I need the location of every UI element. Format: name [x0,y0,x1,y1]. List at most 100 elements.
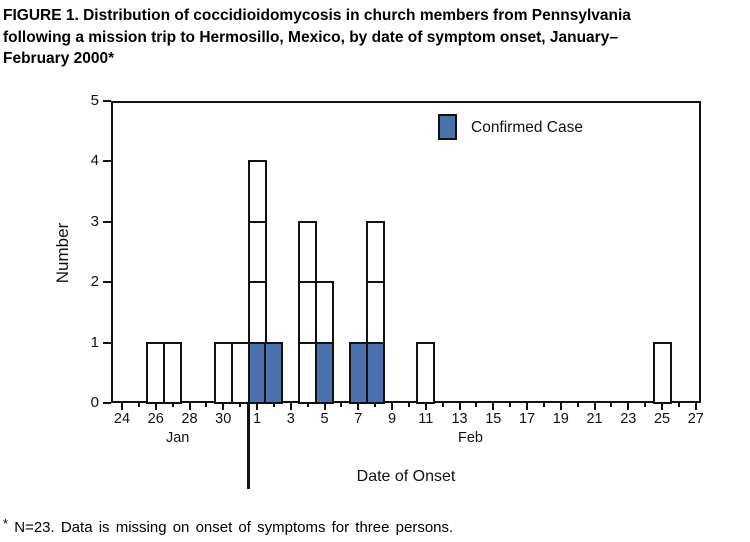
x-tick [576,403,579,407]
x-tick [407,403,410,407]
x-tick-label: 26 [147,411,164,427]
x-tick [340,403,343,407]
bar-column-feb-11 [416,341,436,404]
x-tick [323,403,326,410]
x-tick [542,403,545,407]
x-tick-label: 24 [113,411,131,427]
bar-cell-unconfirmed [165,343,181,402]
x-tick [492,403,495,410]
bar-cell-confirmed [249,341,265,403]
x-tick [509,403,512,407]
bar-cell-unconfirmed [300,281,316,342]
bar-cell-unconfirmed [215,343,231,402]
x-tick-label: 27 [687,411,704,427]
x-tick-label: 19 [552,411,569,427]
figure-title-line-2: following a mission trip to Hermosillo, … [3,28,618,46]
x-tick-label: 23 [620,411,637,427]
x-tick [374,403,377,407]
legend-confirmed-swatch [438,114,457,140]
x-tick [627,403,630,410]
bar-cell-confirmed [350,343,366,402]
x-tick [441,403,444,407]
x-axis-title: Date of Onset [356,468,456,485]
bar-cell-confirmed [266,343,282,402]
x-tick [137,403,140,407]
x-tick-label: 1 [252,411,262,427]
x-tick-label: 17 [518,411,536,427]
x-tick [661,403,664,410]
bar-column-feb-8 [365,220,385,404]
y-tick [103,100,111,102]
x-tick [644,403,647,407]
x-tick-label: 7 [354,411,363,427]
y-tick-label: 4 [90,152,99,170]
bar-column-jan-27 [163,341,183,404]
bar-cell-unconfirmed [249,162,265,221]
x-tick [272,403,275,407]
month-label-jan: Jan [165,430,190,446]
footnote-asterisk: * [3,516,9,531]
bar-column-feb-5 [315,281,335,404]
bar-cell-unconfirmed [654,343,670,402]
x-tick [391,403,394,410]
x-tick [205,403,208,407]
bar-cell-unconfirmed [232,343,248,402]
y-tick-label: 2 [90,273,99,291]
legend-confirmed-label: Confirmed Case [471,119,583,136]
bar-column-feb-25 [652,341,672,404]
y-tick-label: 0 [90,394,99,411]
bar-column-feb-1 [247,160,267,404]
x-tick-label: 21 [586,411,603,427]
bar-cell-confirmed [367,341,383,402]
x-tick [306,403,309,407]
bar-cell-unconfirmed [367,222,383,282]
month-label-feb: Feb [458,430,483,446]
month-separator-line [247,403,251,489]
x-tick-label: 30 [215,411,232,427]
plot-frame [111,101,701,403]
x-tick [357,403,360,410]
x-tick [458,403,461,410]
figure-title-line-3: February 2000* [3,50,115,67]
y-tick-label: 1 [90,333,99,351]
x-tick-label: 13 [451,411,468,427]
bar-cell-unconfirmed [148,343,164,402]
bar-column-feb-2 [264,341,284,404]
x-tick [121,403,123,410]
x-tick [154,403,157,410]
x-tick-label: 5 [320,411,329,427]
y-tick [103,220,111,223]
x-tick [694,403,697,410]
y-tick [103,160,111,163]
x-tick [171,403,174,407]
x-tick [593,403,596,410]
x-tick-label: 28 [181,411,198,427]
x-tick-label: 25 [653,411,671,427]
x-tick [475,403,478,407]
x-tick [239,403,242,407]
x-tick [526,403,529,410]
bar-cell-unconfirmed [300,222,316,282]
y-tick-label: 3 [90,212,99,230]
bar-cell-unconfirmed [317,283,333,342]
x-tick [256,403,259,410]
bar-cell-unconfirmed [367,281,383,342]
y-tick [103,402,111,404]
bar-cell-confirmed [317,341,333,402]
y-tick-label: 5 [90,92,99,109]
y-tick [103,341,111,344]
x-tick [677,403,680,407]
x-tick [222,403,225,410]
x-tick [424,403,427,410]
figure-title: FIGURE 1. Distribution of coccidioidomyc… [3,5,749,70]
x-tick-label: 3 [286,411,295,427]
footnote: * N=23. Data is missing on onset of symp… [3,516,743,536]
footnote-text: N=23. Data is missing on onset of sympto… [14,519,454,536]
bar-cell-unconfirmed [249,220,265,282]
x-tick-label: 9 [387,411,397,427]
bar-cell-unconfirmed [249,281,265,342]
figure-title-line-1: FIGURE 1. Distribution of coccidioidomyc… [3,7,631,24]
bar-cell-unconfirmed [300,341,316,402]
